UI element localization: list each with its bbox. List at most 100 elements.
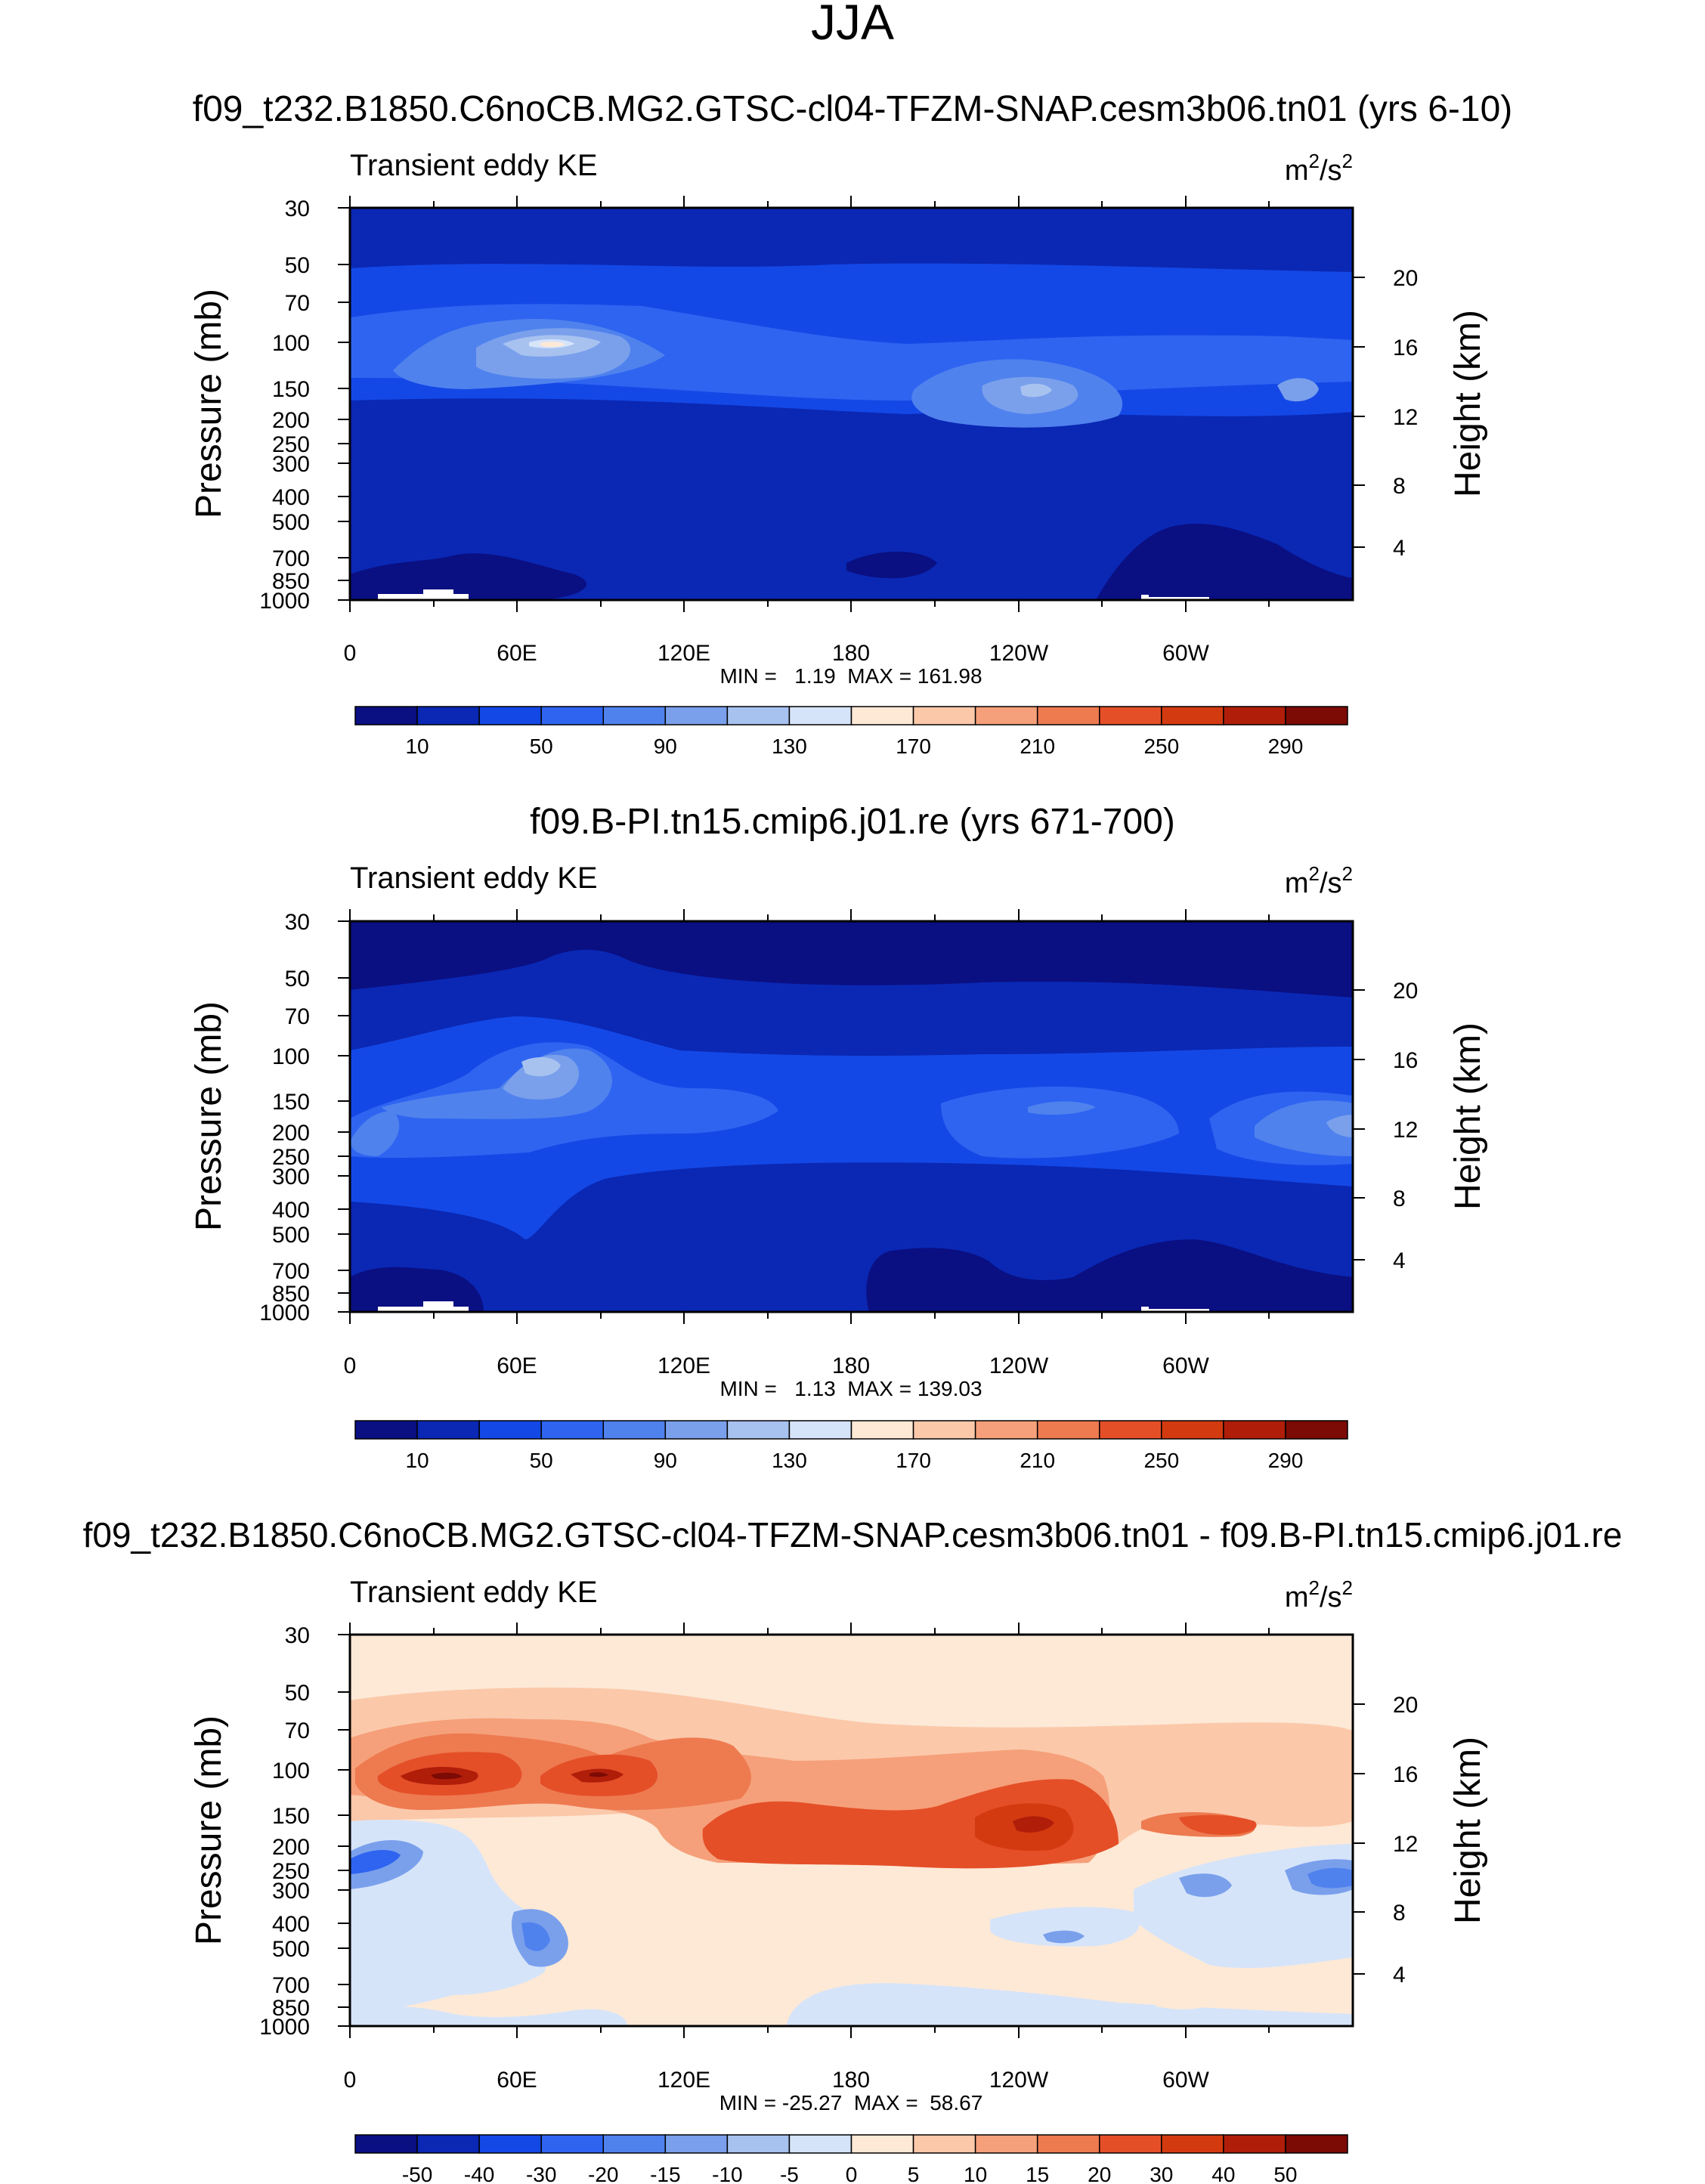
colorbar-box <box>1285 1420 1348 1440</box>
panel-3-xtick: 60E <box>497 2068 537 2093</box>
panel-1-units: m2/s2 <box>1285 150 1353 187</box>
colorbar-box <box>664 706 729 725</box>
panel-1-xtick: 180 <box>832 641 870 666</box>
colorbar-label: 40 <box>1211 2163 1235 2184</box>
panel-2-xtick: 60E <box>497 1353 537 1378</box>
colorbar-box <box>974 1420 1038 1440</box>
colorbar-box <box>478 706 542 725</box>
colorbar-box <box>726 1420 791 1440</box>
colorbar-label: 30 <box>1150 2163 1173 2184</box>
panel-3-variable-label: Transient eddy KE <box>350 1576 598 1609</box>
panel-3-y-axis-label: Pressure (mb) <box>189 1715 229 1945</box>
colorbar-label: 20 <box>1088 2163 1111 2184</box>
panel-2-y2tick: 8 <box>1393 1186 1406 1211</box>
panel-1-y2-tick-labels: 20 16 12 8 4 <box>1393 266 1418 561</box>
colorbar-label: 10 <box>405 735 429 758</box>
panel-1-ytick: 200 <box>272 408 310 433</box>
colorbar-box <box>354 706 418 725</box>
colorbar-box <box>1161 1420 1224 1440</box>
panel-3-ytick: 300 <box>272 1879 310 1904</box>
panel-1-ytick: 70 <box>285 291 310 316</box>
colorbar-box <box>478 2134 542 2154</box>
panel-2-ytick: 150 <box>272 1090 310 1115</box>
panel-2-colorbar: 10 50 90 130 170 210 250 290 <box>354 1420 1348 1472</box>
colorbar-box <box>788 2134 852 2154</box>
colorbar-box <box>602 1420 667 1440</box>
panel-3-ytick: 850 <box>272 1996 310 2021</box>
panel-3-ytick: 250 <box>272 1859 310 1884</box>
panel-1-ytick: 300 <box>272 452 310 477</box>
panel-2-variable-label: Transient eddy KE <box>350 862 598 895</box>
colorbar-label: -30 <box>526 2163 556 2184</box>
colorbar-box <box>478 1420 542 1440</box>
panel-2-ytick: 700 <box>272 1259 310 1284</box>
colorbar-box <box>1099 706 1162 725</box>
panel-1-ytick: 250 <box>272 432 310 457</box>
panel-2-ytick: 50 <box>285 967 310 991</box>
panel-2-ytick: 250 <box>272 1145 310 1170</box>
colorbar-label: -15 <box>650 2163 680 2184</box>
colorbar-label: 90 <box>654 735 677 758</box>
panel-3-frame-and-ticks <box>338 1623 1365 2038</box>
colorbar-box <box>416 2134 480 2154</box>
panel-1-ytick: 30 <box>285 196 310 221</box>
panel-2-y2-tick-labels: 20 16 12 8 4 <box>1393 979 1418 1273</box>
panel-3-y2tick: 12 <box>1393 1832 1418 1857</box>
panel-3-xtick: 60W <box>1162 2068 1209 2093</box>
colorbar-box <box>726 706 791 725</box>
panel-1-ytick: 400 <box>272 485 310 510</box>
colorbar-box <box>1161 2134 1224 2154</box>
panel-2-min-max: MIN = 1.13 MAX = 139.03 <box>719 1377 982 1400</box>
panel-2-xtick: 60W <box>1162 1353 1209 1378</box>
colorbar-box <box>1223 1420 1286 1440</box>
colorbar-box <box>1223 2134 1286 2154</box>
panel-1-variable-label: Transient eddy KE <box>350 149 598 182</box>
panel-2-y2tick: 16 <box>1393 1048 1418 1073</box>
colorbar-box <box>912 706 976 725</box>
panel-1-title: f09_t232.B1850.C6noCB.MG2.GTSC-cl04-TFZM… <box>193 89 1513 129</box>
panel-3-min-max: MIN = -25.27 MAX = 58.67 <box>719 2091 983 2114</box>
panel-2-ytick: 100 <box>272 1044 310 1069</box>
colorbar-box <box>974 706 1038 725</box>
colorbar-label: -40 <box>464 2163 494 2184</box>
panel-1-ytick: 100 <box>272 331 310 356</box>
panel-3-y2-tick-labels: 20 16 12 8 4 <box>1393 1693 1418 1988</box>
panel-1-xtick: 60E <box>497 641 537 666</box>
colorbar-box <box>416 1420 480 1440</box>
panel-2-ytick: 1000 <box>259 1301 310 1326</box>
panel-2: f09.B-PI.tn15.cmip6.j01.re (yrs 671-700)… <box>189 802 1488 1472</box>
colorbar-box <box>1285 2134 1348 2154</box>
panel-1-y2tick: 16 <box>1393 336 1418 360</box>
panel-1-ytick: 700 <box>272 546 310 571</box>
colorbar-box <box>726 2134 791 2154</box>
panel-1-ytick: 1000 <box>259 589 310 614</box>
panel-2-ytick: 300 <box>272 1165 310 1189</box>
colorbar-box <box>354 1420 418 1440</box>
panel-3: f09_t232.B1850.C6noCB.MG2.GTSC-cl04-TFZM… <box>83 1515 1623 2184</box>
colorbar-box <box>602 2134 667 2154</box>
panel-3-y-tick-labels: 30 50 70 100 150 200 250 300 400 500 700… <box>259 1623 310 2040</box>
panel-2-units: m2/s2 <box>1285 862 1353 899</box>
panel-2-ytick: 850 <box>272 1282 310 1307</box>
panel-2-ytick: 70 <box>285 1004 310 1029</box>
colorbar-box <box>602 706 667 725</box>
colorbar-box <box>788 1420 852 1440</box>
panel-3-xtick: 120W <box>989 2068 1049 2093</box>
panel-1-x-tick-labels: 0 60E 120E 180 120W 60W <box>344 641 1210 666</box>
panel-2-y-tick-labels: 30 50 70 100 150 200 250 300 400 500 700… <box>259 910 310 1326</box>
panel-2-y2-axis-label: Height (km) <box>1448 1022 1488 1210</box>
colorbar-label: 5 <box>908 2163 920 2184</box>
colorbar-label: 210 <box>1020 1449 1055 1472</box>
colorbar-box <box>540 706 604 725</box>
colorbar-label: -20 <box>588 2163 618 2184</box>
panel-3-ytick: 1000 <box>259 2015 310 2040</box>
colorbar-box <box>1099 1420 1162 1440</box>
colorbar-label: 50 <box>1273 2163 1297 2184</box>
colorbar-box <box>1285 706 1348 725</box>
panel-1-xtick: 60W <box>1162 641 1209 666</box>
colorbar-label: 130 <box>772 1449 807 1472</box>
panel-1-y2tick: 12 <box>1393 405 1418 430</box>
panel-3-xtick: 0 <box>344 2068 357 2093</box>
colorbar-box <box>1223 706 1286 725</box>
